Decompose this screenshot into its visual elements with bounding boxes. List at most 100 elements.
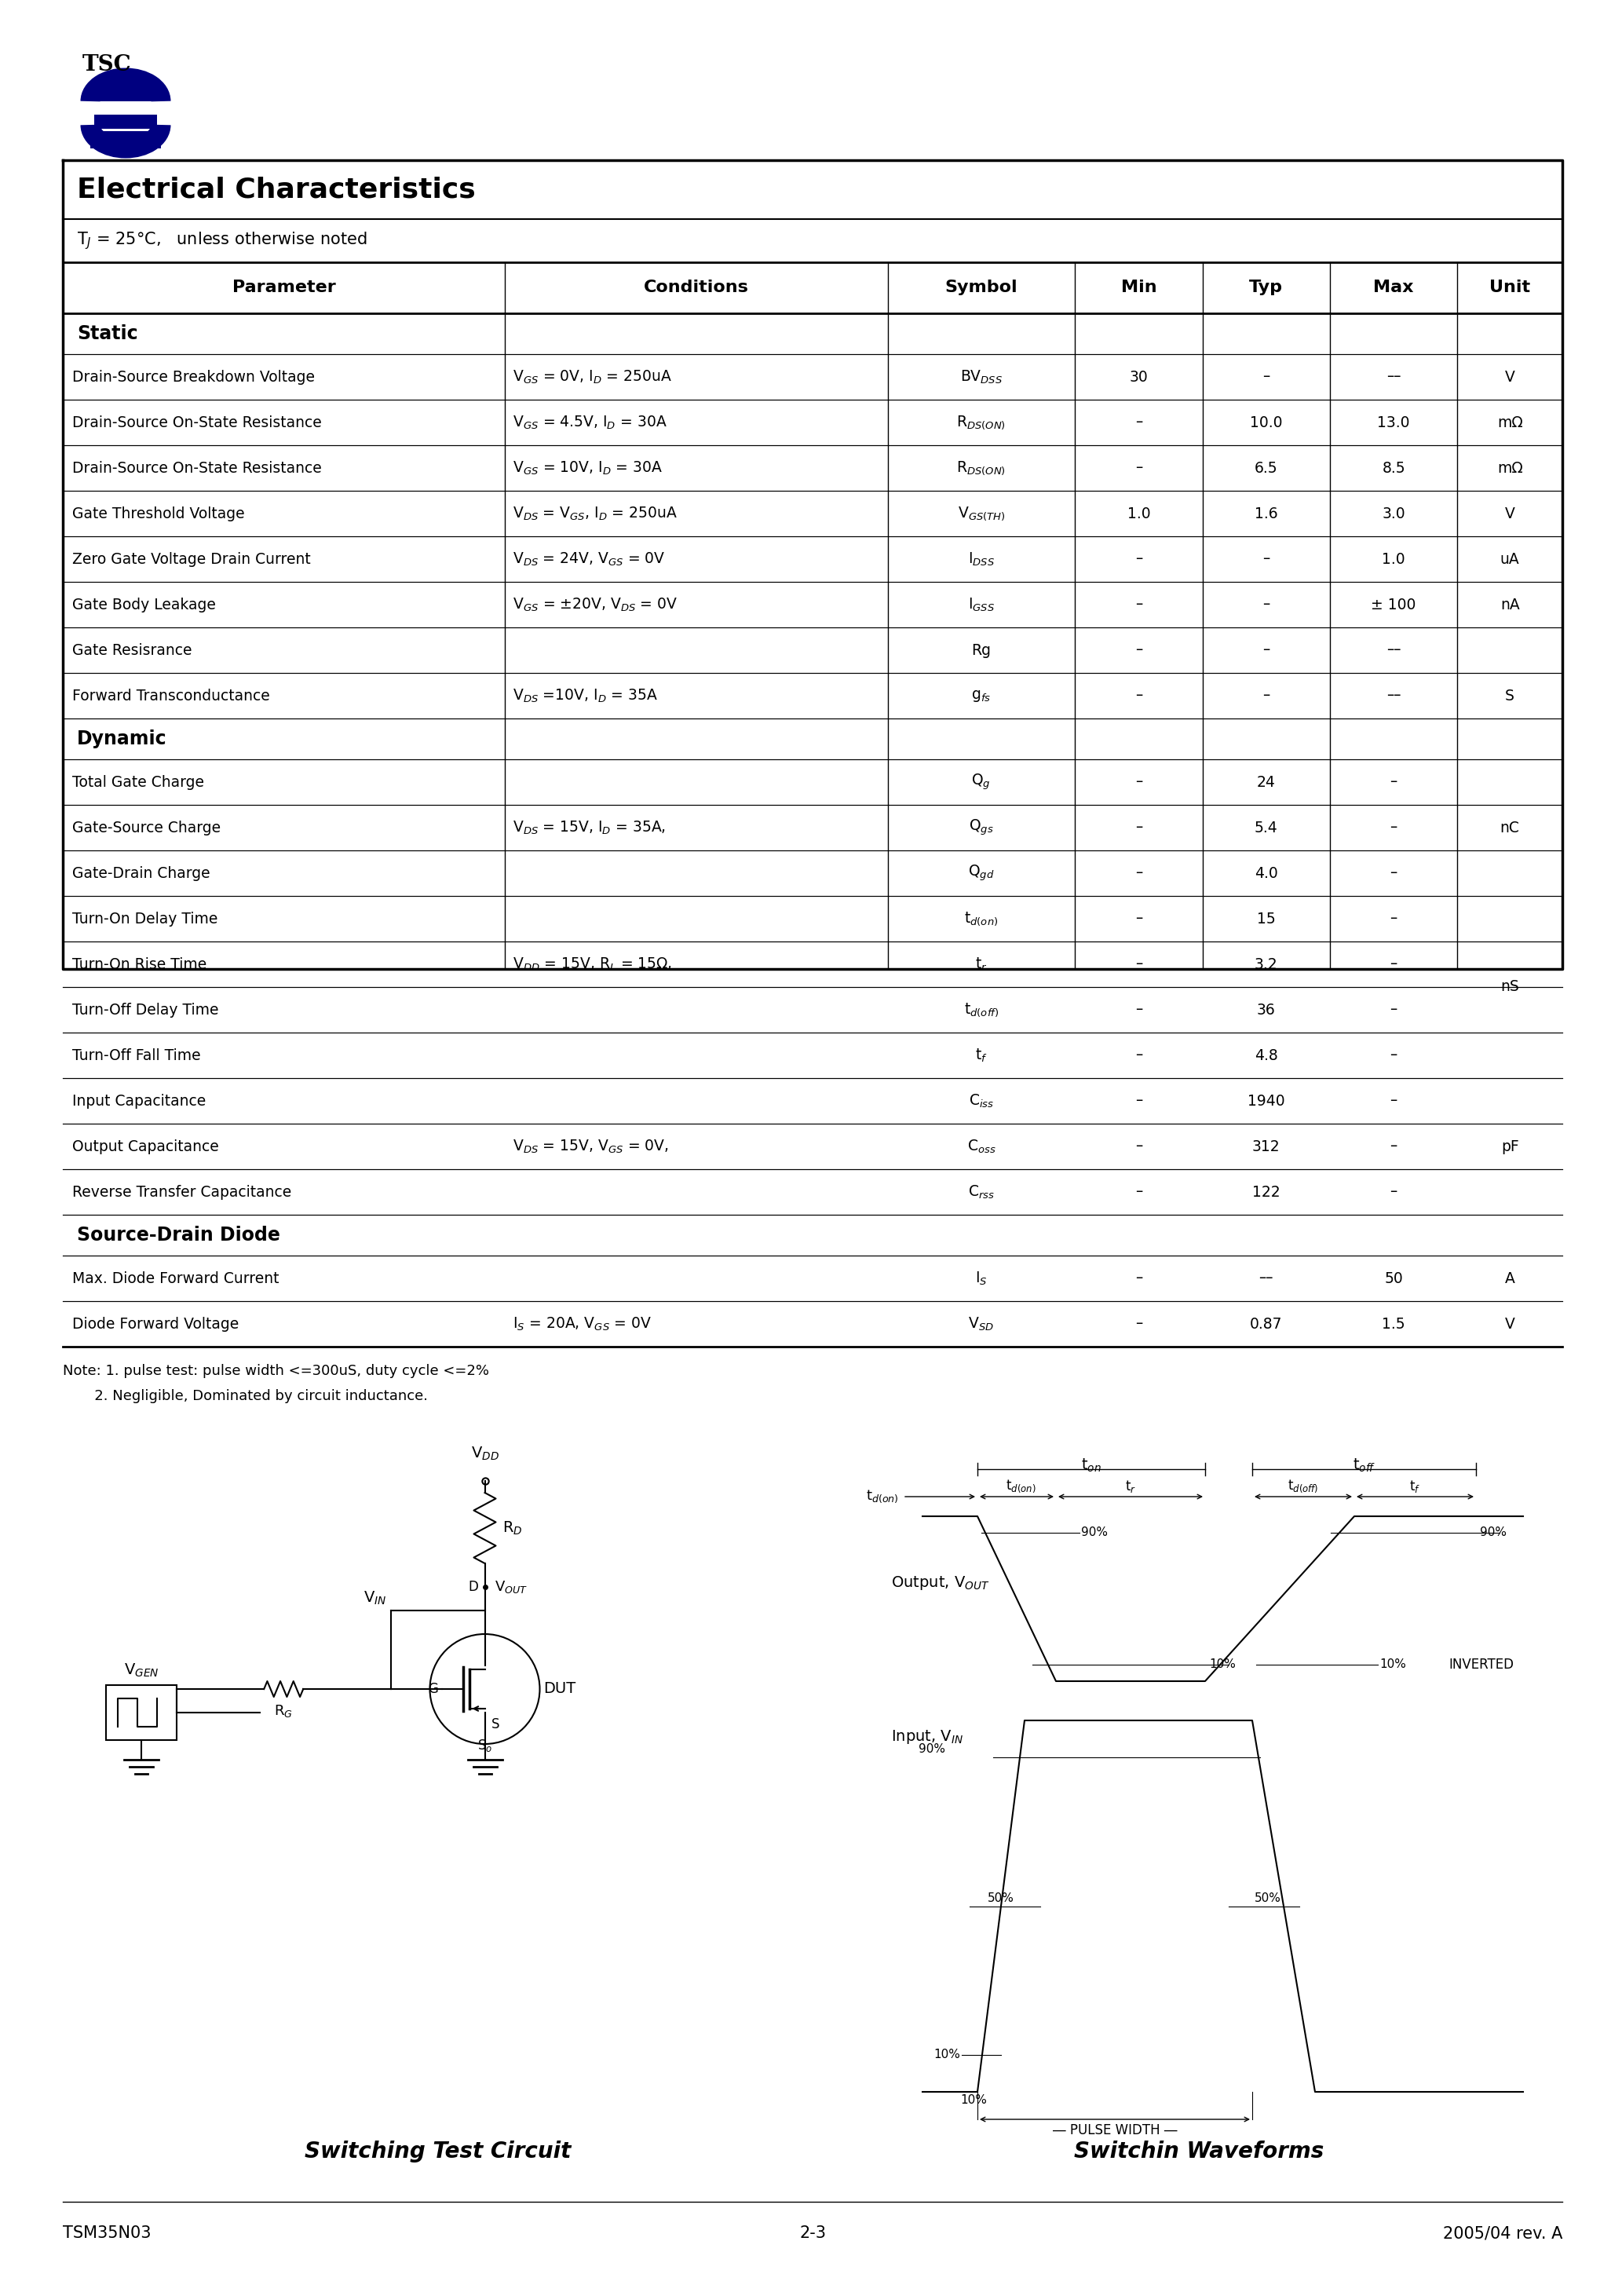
Text: Symbol: Symbol [946, 280, 1017, 296]
Text: t$_{d(on)}$: t$_{d(on)}$ [866, 1488, 899, 1504]
Text: ––: –– [1387, 370, 1401, 383]
Text: 0.87: 0.87 [1251, 1316, 1283, 1332]
Text: 36: 36 [1257, 1003, 1275, 1017]
Text: Drain-Source On-State Resistance: Drain-Source On-State Resistance [73, 416, 321, 429]
Text: t$_{d(on)}$: t$_{d(on)}$ [1006, 1479, 1036, 1495]
FancyBboxPatch shape [91, 131, 161, 149]
Text: 5.4: 5.4 [1254, 820, 1278, 836]
Text: V$_{DS}$ = 24V, V$_{GS}$ = 0V: V$_{DS}$ = 24V, V$_{GS}$ = 0V [513, 551, 665, 567]
Text: –: – [1135, 551, 1142, 567]
Text: Q$_{gd}$: Q$_{gd}$ [968, 863, 994, 882]
Text: –: – [1135, 866, 1142, 882]
Text: –: – [1390, 1003, 1397, 1017]
Text: R$_{D}$: R$_{D}$ [503, 1520, 522, 1536]
Text: 30: 30 [1129, 370, 1148, 383]
Text: Reverse Transfer Capacitance: Reverse Transfer Capacitance [73, 1185, 292, 1199]
Text: nS: nS [1500, 980, 1520, 994]
Text: t$_{d(off)}$: t$_{d(off)}$ [1288, 1479, 1319, 1495]
Text: t$_{r}$: t$_{r}$ [1126, 1479, 1135, 1495]
Text: I$_{DSS}$: I$_{DSS}$ [968, 551, 994, 567]
Text: –: – [1262, 643, 1270, 657]
Text: ––: –– [1387, 643, 1401, 657]
FancyBboxPatch shape [94, 115, 157, 129]
Text: Gate-Drain Charge: Gate-Drain Charge [73, 866, 211, 882]
Text: t$_{off}$: t$_{off}$ [1353, 1458, 1375, 1474]
Text: –: – [1135, 1272, 1142, 1286]
Text: –: – [1390, 1185, 1397, 1199]
Text: S: S [1505, 689, 1515, 703]
Text: –: – [1390, 957, 1397, 971]
Text: T$_{J}$ = 25°C,   unless otherwise noted: T$_{J}$ = 25°C, unless otherwise noted [76, 230, 367, 250]
Text: Switching Test Circuit: Switching Test Circuit [305, 2140, 571, 2163]
Text: V$_{GS}$ = 10V, I$_{D}$ = 30A: V$_{GS}$ = 10V, I$_{D}$ = 30A [513, 459, 663, 475]
Text: –: – [1135, 643, 1142, 657]
Text: C$_{oss}$: C$_{oss}$ [967, 1139, 996, 1155]
Text: S: S [491, 1717, 500, 1731]
Text: t$_{f}$: t$_{f}$ [975, 1047, 988, 1063]
Text: R$_{G}$: R$_{G}$ [274, 1704, 294, 1720]
FancyBboxPatch shape [91, 85, 161, 101]
Text: INVERTED: INVERTED [1448, 1658, 1513, 1671]
Text: Rg: Rg [972, 643, 991, 657]
Text: Dynamic: Dynamic [76, 730, 167, 748]
Text: –: – [1262, 689, 1270, 703]
Text: 1.6: 1.6 [1254, 505, 1278, 521]
Bar [105, 1685, 177, 1740]
Text: 10%: 10% [1379, 1658, 1406, 1671]
Text: –: – [1390, 1093, 1397, 1109]
Text: Output, V$_{OUT}$: Output, V$_{OUT}$ [890, 1575, 989, 1591]
Text: –: – [1135, 957, 1142, 971]
Text: 312: 312 [1252, 1139, 1280, 1155]
Text: Input Capacitance: Input Capacitance [73, 1093, 206, 1109]
Text: Total Gate Charge: Total Gate Charge [73, 774, 204, 790]
Text: t$_{r}$: t$_{r}$ [975, 955, 988, 974]
Text: –: – [1135, 1316, 1142, 1332]
Text: V$_{GS}$ = ±20V, V$_{DS}$ = 0V: V$_{GS}$ = ±20V, V$_{DS}$ = 0V [513, 597, 678, 613]
Text: 10%: 10% [934, 2048, 960, 2060]
Text: V$_{DS}$ =10V, I$_{D}$ = 35A: V$_{DS}$ =10V, I$_{D}$ = 35A [513, 687, 659, 705]
Text: nA: nA [1500, 597, 1520, 613]
Text: Gate Body Leakage: Gate Body Leakage [73, 597, 216, 613]
Text: 2-3: 2-3 [800, 2225, 826, 2241]
Text: t$_{d(on)}$: t$_{d(on)}$ [963, 912, 998, 928]
Text: I$_{S}$: I$_{S}$ [975, 1270, 988, 1286]
Text: C$_{rss}$: C$_{rss}$ [968, 1185, 994, 1201]
Text: TSC: TSC [83, 55, 131, 76]
Text: V$_{SD}$: V$_{SD}$ [968, 1316, 994, 1332]
Text: V: V [1505, 1316, 1515, 1332]
Text: 15: 15 [1257, 912, 1275, 925]
Text: –: – [1390, 866, 1397, 882]
Text: –: – [1135, 597, 1142, 613]
Text: C$_{iss}$: C$_{iss}$ [968, 1093, 994, 1109]
Text: 6.5: 6.5 [1254, 461, 1278, 475]
Text: 1.0: 1.0 [1127, 505, 1150, 521]
Text: Unit: Unit [1489, 280, 1530, 296]
Text: V$_{GEN}$: V$_{GEN}$ [123, 1662, 159, 1678]
Text: –: – [1135, 1093, 1142, 1109]
Text: Gate Resisrance: Gate Resisrance [73, 643, 191, 657]
Text: I$_{GSS}$: I$_{GSS}$ [968, 597, 994, 613]
Text: –: – [1135, 416, 1142, 429]
Text: A: A [1505, 1272, 1515, 1286]
Text: Switchin Waveforms: Switchin Waveforms [1074, 2140, 1324, 2163]
Text: –: – [1390, 820, 1397, 836]
Text: ― PULSE WIDTH ―: ― PULSE WIDTH ― [1053, 2124, 1178, 2138]
Text: 1.5: 1.5 [1382, 1316, 1405, 1332]
Text: –: – [1135, 912, 1142, 925]
Text: 90%: 90% [1479, 1527, 1507, 1538]
Text: 13.0: 13.0 [1377, 416, 1410, 429]
Text: mΩ: mΩ [1497, 416, 1523, 429]
Text: Drain-Source Breakdown Voltage: Drain-Source Breakdown Voltage [73, 370, 315, 383]
Text: –: – [1135, 689, 1142, 703]
Text: uA: uA [1500, 551, 1520, 567]
Text: 4.8: 4.8 [1254, 1047, 1278, 1063]
Text: Max: Max [1374, 280, 1414, 296]
Text: 10%: 10% [960, 2094, 986, 2105]
Text: –: – [1135, 1047, 1142, 1063]
Text: 4.0: 4.0 [1254, 866, 1278, 882]
Text: Gate Threshold Voltage: Gate Threshold Voltage [73, 505, 245, 521]
Text: 122: 122 [1252, 1185, 1280, 1199]
Text: 90%: 90% [1082, 1527, 1108, 1538]
Text: g$_{fs}$: g$_{fs}$ [972, 689, 991, 703]
Text: 1.0: 1.0 [1382, 551, 1405, 567]
